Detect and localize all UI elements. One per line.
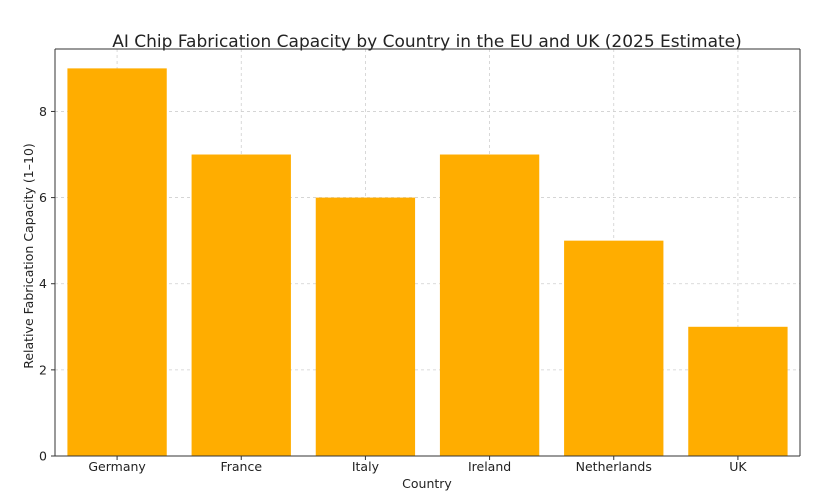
y-axis-label: Relative Fabrication Capacity (1–10): [21, 143, 36, 369]
y-tick-label: 0: [39, 449, 47, 464]
x-tick-label: UK: [729, 459, 747, 474]
bar-netherlands: [564, 240, 664, 456]
x-tick-label: France: [220, 459, 262, 474]
bar-uk: [688, 326, 788, 456]
bar-germany: [67, 68, 167, 456]
grid: [55, 49, 800, 456]
axes: [54, 48, 801, 457]
bars: [67, 68, 788, 457]
bar-ireland: [439, 154, 540, 456]
y-tick-label: 8: [39, 104, 47, 119]
y-tick-label: 2: [39, 362, 47, 377]
x-tick-label: Netherlands: [576, 459, 652, 474]
x-tick-label: Italy: [352, 459, 380, 474]
y-ticks: 0 2 4 6 8: [39, 104, 55, 464]
x-ticks: Germany France Italy Ireland Netherlands UK: [88, 456, 747, 474]
y-tick-label: 6: [39, 190, 47, 205]
bar-france: [191, 154, 291, 456]
chart-title: AI Chip Fabrication Capacity by Country …: [112, 32, 742, 52]
x-tick-label: Ireland: [468, 459, 511, 474]
x-axis-label: Country: [402, 476, 452, 491]
bar-italy: [315, 197, 416, 457]
y-tick-label: 4: [39, 276, 47, 291]
x-tick-label: Germany: [88, 459, 146, 474]
